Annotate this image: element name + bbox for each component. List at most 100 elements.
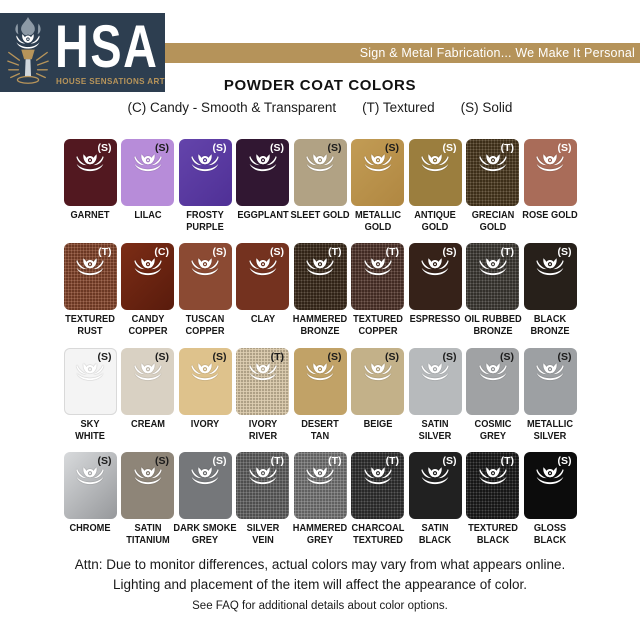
swatch-label: METALLIC SILVER [526, 418, 574, 442]
lotus-icon [76, 154, 104, 172]
swatch-label: TEXTURED RUST [65, 313, 115, 337]
lotus-icon [478, 154, 507, 172]
swatch-label: COSMIC GREY [474, 418, 511, 442]
lotus-icon [191, 363, 219, 381]
swatch-tile-ivory-river: (T) [236, 348, 289, 415]
lotus-icon [306, 363, 334, 381]
faq-note: See FAQ for additional details about col… [192, 600, 448, 612]
swatch-cell: (S) SKY WHITE [63, 348, 117, 441]
swatch-cell: (S) DARK SMOKE GREY [173, 452, 237, 545]
swatch-label: DESERT TAN [301, 418, 339, 442]
finish-code: (S) [212, 142, 227, 154]
finish-code: (T) [328, 455, 342, 467]
swatch-cell: (S) COSMIC GREY [466, 348, 519, 441]
swatch-cell: (S) SATIN TITANIUM [121, 452, 174, 545]
swatch-label: SATIN TITANIUM [125, 522, 170, 546]
swatch-tile-silver-vein: (T) [236, 452, 289, 519]
swatch-cell: (S) CHROME [63, 452, 117, 534]
swatch-row: (T) TEXTURED RUST (C) [0, 243, 640, 336]
finish-code: (S) [155, 455, 169, 467]
swatch-cell: (T) GRECIAN GOLD [466, 139, 519, 232]
lotus-icon [76, 258, 104, 276]
swatch-label: BLACK BRONZE [530, 313, 570, 337]
swatch-cell: (T) OIL RUBBED BRONZE [464, 243, 521, 336]
swatch-row: (S) CHROME (S) [0, 452, 640, 545]
swatch-tile-antique-gold: (S) [408, 139, 462, 206]
swatch-cell: (S) EGGPLANT [236, 139, 289, 221]
swatch-tile-oil-rubbed-bronze: (T) [466, 243, 519, 310]
lotus-icon [421, 154, 449, 172]
swatch-cell: (S) METALLIC GOLD [351, 139, 404, 232]
swatch-cell: (T) CHARCOAL TEXTURED [351, 452, 404, 545]
finish-code: (T) [500, 455, 514, 467]
finish-code: (S) [155, 351, 169, 363]
tagline-banner: Sign & Metal Fabrication... We Make It P… [165, 43, 640, 63]
finish-code: (S) [97, 351, 112, 363]
finish-code: (S) [442, 351, 457, 363]
swatch-tile-textured-copper: (T) [351, 243, 404, 310]
swatch-label: ROSE GOLD [522, 209, 578, 221]
lotus-icon [306, 258, 334, 276]
page-title: POWDER COAT COLORS [223, 77, 417, 94]
swatch-tile-cream: (S) [121, 348, 174, 415]
lotus-icon [536, 258, 564, 276]
swatch-label: DARK SMOKE GREY [173, 522, 237, 546]
swatch-cell: (S) SATIN BLACK [408, 452, 462, 545]
finish-code: (T) [500, 142, 514, 154]
logo-acronym: HSA [55, 13, 159, 80]
swatch-tile-grecian-gold: (T) [466, 139, 519, 206]
finish-code: (T) [385, 246, 399, 258]
swatch-tile-metallic-gold: (S) [351, 139, 404, 206]
swatch-tile-sleet-gold: (S) [293, 139, 347, 206]
swatch-label: HAMMERED GREY [292, 522, 348, 546]
lotus-icon [248, 363, 277, 381]
swatch-tile-desert-tan: (S) [293, 348, 347, 415]
swatch-label: SILVER VEIN [246, 522, 279, 546]
swatch-cell: (S) SLEET GOLD [290, 139, 350, 221]
finish-code: (S) [500, 351, 514, 363]
swatch-label: SATIN BLACK [418, 522, 452, 546]
swatch-cell: (S) METALLIC SILVER [523, 348, 577, 441]
swatch-cell: (S) GLOSS BLACK [523, 452, 577, 545]
swatch-label: TEXTURED COPPER [352, 313, 403, 337]
swatch-cell: (T) HAMMERED GREY [293, 452, 347, 545]
lotus-icon [536, 363, 564, 381]
logo-tagline: HOUSE SENSATIONS ART [56, 76, 165, 86]
swatch-cell: (C) CANDY COPPER [121, 243, 174, 336]
swatch-cell: (S) ESPRESSO [408, 243, 462, 325]
swatch-tile-textured-black: (T) [466, 452, 519, 519]
swatch-label: IVORY [190, 418, 220, 430]
swatch-label: GARNET [70, 209, 110, 221]
swatch-label: OIL RUBBED BRONZE [463, 313, 522, 337]
swatch-tile-dark-smoke-grey: (S) [178, 452, 232, 519]
swatch-cell: (T) IVORY RIVER [236, 348, 289, 441]
lotus-icon [536, 467, 564, 485]
swatch-label: METALLIC GOLD [354, 209, 401, 233]
swatch-cell: (T) TEXTURED BLACK [466, 452, 519, 545]
legend-solid: (S) Solid [460, 100, 513, 115]
swatch-label: TEXTURED BLACK [467, 522, 518, 546]
finish-code: (T) [98, 246, 112, 258]
swatch-label: HAMMERED BRONZE [292, 313, 348, 337]
swatch-row: (S) SKY WHITE (S) [0, 348, 640, 441]
swatch-label: SKY WHITE [75, 418, 105, 442]
swatch-tile-espresso: (S) [408, 243, 462, 310]
finish-code: (S) [442, 455, 457, 467]
swatch-cell: (S) BEIGE [351, 348, 404, 430]
lotus-icon [191, 258, 219, 276]
swatch-cell: (S) DESERT TAN [293, 348, 347, 441]
hsa-logo: HSA HOUSE SENSATIONS ART [0, 13, 165, 92]
legend-textured: (T) Textured [362, 100, 435, 115]
swatch-label: CLAY [250, 313, 275, 325]
lotus-icon [133, 467, 162, 485]
lotus-icon [76, 467, 104, 485]
finish-code: (S) [270, 246, 284, 258]
swatch-cell: (T) TEXTURED RUST [63, 243, 117, 336]
swatch-tile-rose-gold: (S) [523, 139, 577, 206]
finish-code: (S) [557, 142, 572, 154]
finish-code: (S) [97, 455, 112, 467]
swatch-tile-chrome: (S) [63, 452, 117, 519]
lotus-icon [133, 363, 162, 381]
finish-code: (S) [212, 351, 227, 363]
